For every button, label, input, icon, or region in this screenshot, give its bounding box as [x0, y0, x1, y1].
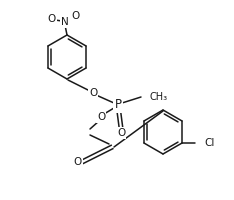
Text: P: P	[114, 98, 121, 112]
Text: CH₃: CH₃	[149, 92, 167, 102]
Text: O: O	[89, 88, 97, 98]
Text: Cl: Cl	[204, 138, 214, 148]
Text: O: O	[97, 112, 105, 122]
Text: O: O	[74, 157, 82, 167]
Text: O: O	[48, 14, 56, 24]
Text: O: O	[117, 128, 125, 138]
Text: N: N	[61, 17, 69, 27]
Text: O: O	[71, 11, 79, 21]
